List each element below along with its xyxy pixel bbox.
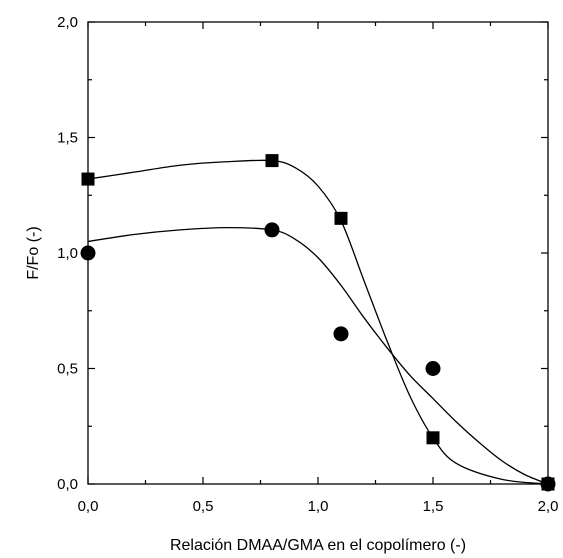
x-tick-label: 0,0 xyxy=(78,498,99,515)
fit-curves xyxy=(87,159,549,485)
square-point xyxy=(265,154,279,168)
x-axis-label: Relación DMAA/GMA en el copolímero (-) xyxy=(170,537,466,554)
y-tick-label: 2,0 xyxy=(57,14,78,31)
square-point xyxy=(81,172,95,186)
square-point xyxy=(426,431,440,445)
circle-point xyxy=(540,476,556,492)
circle-point xyxy=(333,326,349,342)
x-tick-label: 0,5 xyxy=(193,498,214,515)
plot-frame xyxy=(87,21,549,485)
y-tick-label: 1,5 xyxy=(57,130,78,147)
y-tick-label: 0,5 xyxy=(57,361,78,378)
circle-point xyxy=(425,361,441,376)
y-axis-ticks: 0,0 0,5 1,0 1,5 2,0 xyxy=(57,14,548,493)
y-tick-label: 1,0 xyxy=(57,245,78,262)
x-axis-ticks: 0,0 0,5 1,0 1,5 2,0 xyxy=(78,22,559,515)
data-markers xyxy=(80,154,556,492)
circle-point xyxy=(264,222,280,238)
y-tick-label: 0,0 xyxy=(57,476,78,493)
y-axis-label: F/Fo (-) xyxy=(25,226,42,279)
square-point xyxy=(334,211,348,225)
x-tick-label: 1,0 xyxy=(308,498,329,515)
square-series-fit-line xyxy=(87,159,549,485)
circle-point xyxy=(80,245,96,261)
circle-series-fit-line xyxy=(87,226,549,485)
x-tick-label: 1,5 xyxy=(423,498,444,515)
x-tick-label: 2,0 xyxy=(538,498,559,515)
